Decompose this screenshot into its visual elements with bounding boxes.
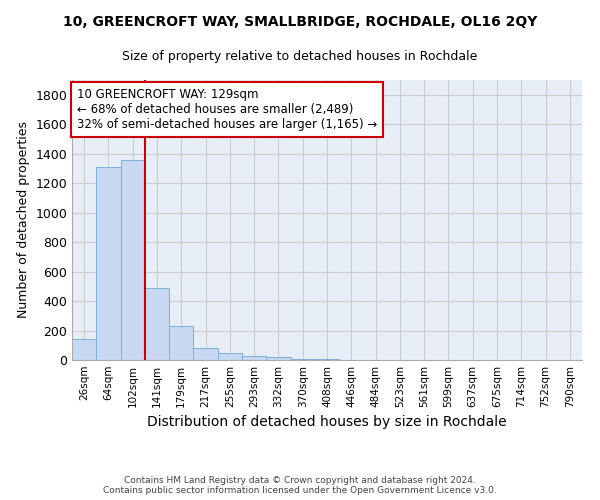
Bar — [145, 288, 169, 360]
Text: Contains HM Land Registry data © Crown copyright and database right 2024.
Contai: Contains HM Land Registry data © Crown c… — [103, 476, 497, 495]
Bar — [193, 348, 218, 360]
Bar — [72, 340, 96, 360]
Bar — [266, 357, 290, 360]
Bar — [96, 167, 121, 360]
Bar — [218, 352, 242, 360]
Bar — [121, 160, 145, 360]
Text: 10, GREENCROFT WAY, SMALLBRIDGE, ROCHDALE, OL16 2QY: 10, GREENCROFT WAY, SMALLBRIDGE, ROCHDAL… — [63, 15, 537, 29]
X-axis label: Distribution of detached houses by size in Rochdale: Distribution of detached houses by size … — [147, 416, 507, 430]
Bar — [242, 356, 266, 360]
Bar — [169, 326, 193, 360]
Y-axis label: Number of detached properties: Number of detached properties — [17, 122, 30, 318]
Text: Size of property relative to detached houses in Rochdale: Size of property relative to detached ho… — [122, 50, 478, 63]
Text: 10 GREENCROFT WAY: 129sqm
← 68% of detached houses are smaller (2,489)
32% of se: 10 GREENCROFT WAY: 129sqm ← 68% of detac… — [77, 88, 377, 132]
